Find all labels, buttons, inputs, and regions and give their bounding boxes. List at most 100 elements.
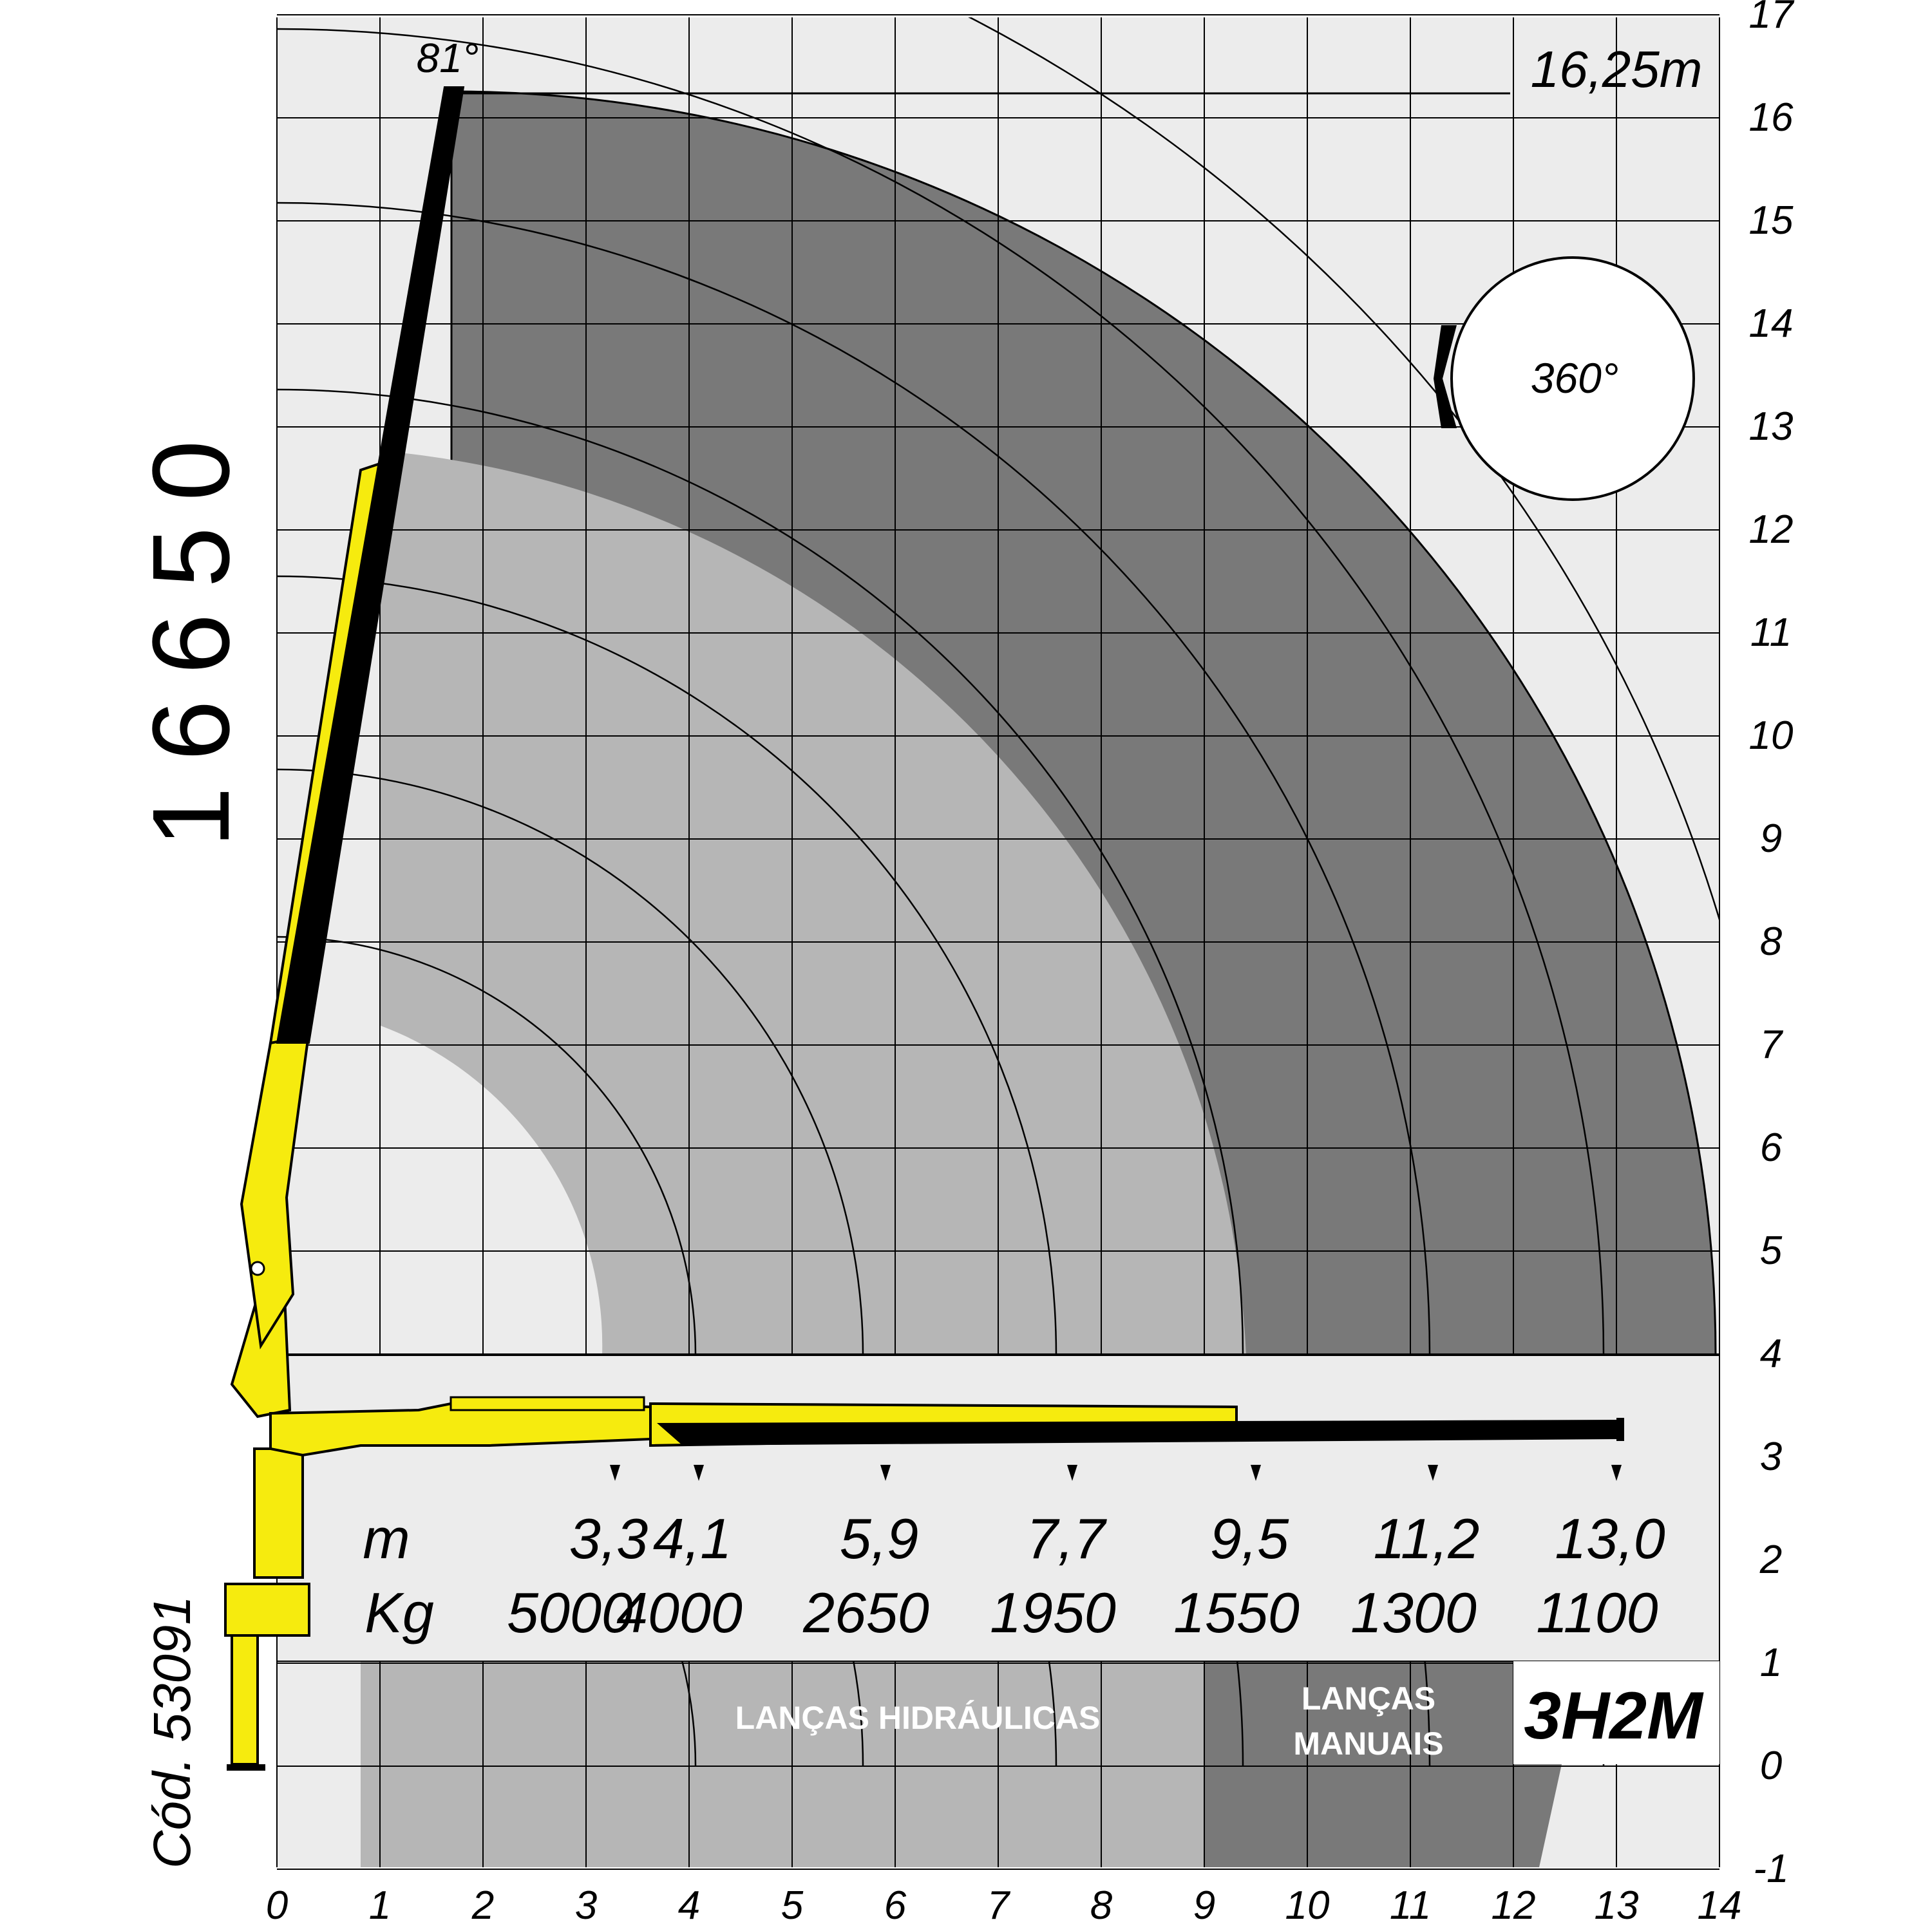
model-number: 16650 xyxy=(130,415,252,848)
y-tick-label: 9 xyxy=(1760,816,1782,861)
load-value: 5000 xyxy=(507,1581,633,1644)
load-value: 2650 xyxy=(802,1581,929,1644)
y-tick-label: 10 xyxy=(1749,713,1794,758)
stabilizer-foot xyxy=(227,1764,265,1771)
y-tick-label: 6 xyxy=(1760,1126,1783,1170)
y-tick-label: 16 xyxy=(1749,95,1794,140)
horizontal-main-boom xyxy=(269,1402,652,1457)
model-number-group: 16650 xyxy=(130,415,252,848)
y-tick-label: 12 xyxy=(1749,507,1794,552)
x-tick-label: 7 xyxy=(987,1883,1011,1928)
boom-extension-black xyxy=(276,86,465,1044)
x-tick-label: 9 xyxy=(1193,1883,1215,1928)
reach-value: 13,0 xyxy=(1555,1507,1665,1570)
y-tick-label: 13 xyxy=(1749,404,1794,449)
horizontal-boom-tip xyxy=(1616,1418,1624,1441)
y-tick-label: 4 xyxy=(1760,1332,1782,1376)
code-group: Cód. 53091 xyxy=(143,1596,202,1869)
y-tick-label: 5 xyxy=(1760,1229,1783,1273)
reach-marker-icon xyxy=(1428,1465,1438,1481)
x-tick-label: 2 xyxy=(471,1883,494,1928)
x-tick-label: 13 xyxy=(1595,1883,1639,1928)
y-tick-label: 11 xyxy=(1750,610,1792,655)
x-axis: 0 1 2 3 4 5 6 7 8 9 10 11 12 13 14 xyxy=(266,1883,1742,1928)
horizontal-cylinder xyxy=(450,1396,645,1411)
rotation-circle xyxy=(1450,256,1695,501)
stabilizer-leg xyxy=(231,1634,259,1766)
reach-arc xyxy=(277,575,1057,1355)
reach-arc xyxy=(277,388,1244,1355)
load-value: 1950 xyxy=(990,1581,1116,1644)
crane-horizontal xyxy=(269,1396,1624,1457)
y-tick-label: 7 xyxy=(1760,1022,1784,1067)
load-value: 1100 xyxy=(1536,1581,1658,1644)
y-tick-label: 17 xyxy=(1749,0,1795,37)
inner-free-zone xyxy=(277,1004,603,1355)
reach-marker-icon xyxy=(1251,1465,1261,1481)
x-tick-label: 8 xyxy=(1090,1883,1113,1928)
boom-pivot-icon xyxy=(250,1261,265,1276)
reach-arc-lower xyxy=(681,1661,697,1767)
rotation-symbol: 360° xyxy=(1434,256,1695,501)
reach-arc xyxy=(277,768,864,1355)
config-box xyxy=(1513,1661,1719,1764)
load-value: 4000 xyxy=(616,1581,743,1644)
x-tick-label: 5 xyxy=(781,1883,804,1928)
y-tick-label: -1 xyxy=(1753,1847,1788,1891)
load-value: 1300 xyxy=(1350,1581,1477,1644)
reach-value: 4,1 xyxy=(653,1507,732,1570)
x-tick-label: 12 xyxy=(1492,1883,1536,1928)
config-label: 3H2M xyxy=(1524,1679,1704,1753)
working-envelope xyxy=(277,17,1719,1355)
reach-marker-icon xyxy=(880,1465,891,1481)
reach-marker-icon xyxy=(1067,1465,1077,1481)
rotation-label: 360° xyxy=(1531,354,1619,402)
reach-marker-icon xyxy=(610,1465,620,1481)
y-tick-label: 14 xyxy=(1749,301,1794,346)
y-tick-label: 1 xyxy=(1760,1641,1782,1685)
reach-marker-icon xyxy=(1611,1465,1622,1481)
max-height-label: 16,25m xyxy=(1531,41,1703,98)
y-tick-label: 2 xyxy=(1759,1538,1782,1582)
x-tick-label: 14 xyxy=(1698,1883,1742,1928)
crane-vertical xyxy=(224,86,465,1771)
hydraulic-zone xyxy=(380,451,1246,1355)
reach-value: 5,9 xyxy=(840,1507,918,1570)
load-value: 1550 xyxy=(1173,1581,1300,1644)
x-tick-label: 3 xyxy=(575,1883,597,1928)
reach-arc xyxy=(277,28,1605,1355)
reach-marker-icon xyxy=(694,1465,704,1481)
manual-zone-label-line1: LANÇAS xyxy=(1302,1681,1435,1717)
y-tick-label: 15 xyxy=(1749,198,1794,243)
boom-tip xyxy=(444,90,464,109)
max-angle-label: 81° xyxy=(417,35,479,81)
lower-hydraulic-zone xyxy=(361,1661,1204,1867)
y-tick-label: 0 xyxy=(1760,1744,1782,1788)
reach-arc xyxy=(277,936,697,1355)
load-row-label: Kg xyxy=(365,1581,434,1644)
x-tick-label: 6 xyxy=(884,1883,907,1928)
x-tick-label: 4 xyxy=(678,1883,700,1928)
manual-zone-label-line2: MANUAIS xyxy=(1293,1726,1443,1762)
x-tick-label: 0 xyxy=(266,1883,288,1928)
horizontal-extension-black xyxy=(657,1420,1623,1446)
reach-row-label: m xyxy=(363,1507,410,1570)
reach-arc xyxy=(277,202,1431,1355)
crane-column xyxy=(253,1447,304,1579)
product-code: Cód. 53091 xyxy=(143,1596,202,1869)
x-tick-label: 11 xyxy=(1390,1883,1431,1928)
crane-base xyxy=(224,1583,310,1637)
lower-manual-zone xyxy=(1204,1661,1513,1867)
reach-value: 7,7 xyxy=(1027,1507,1107,1570)
rotation-arrow-icon xyxy=(1434,325,1457,428)
y-tick-label: 8 xyxy=(1760,919,1783,964)
reach-arc xyxy=(968,17,1719,923)
reach-value: 9,5 xyxy=(1210,1507,1289,1570)
hydraulic-zone-label: LANÇAS HIDRÁULICAS xyxy=(735,1700,1101,1736)
x-tick-label: 1 xyxy=(369,1883,391,1928)
lower-zones xyxy=(361,1661,1605,1867)
reach-value: 3,3 xyxy=(569,1507,648,1570)
